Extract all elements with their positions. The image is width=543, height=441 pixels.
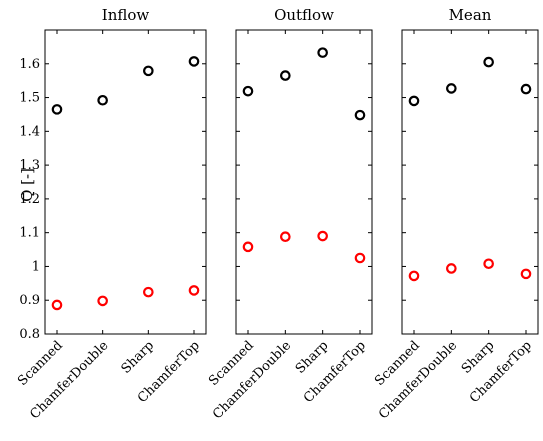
data-point	[408, 270, 420, 282]
panels-group: Inflow0.80.911.11.21.31.41.51.6ScannedCh…	[15, 6, 539, 422]
data-point	[143, 286, 154, 298]
panel-title: Inflow	[102, 6, 150, 24]
data-point	[143, 65, 154, 77]
panel-title: Mean	[449, 6, 492, 24]
data-point	[280, 70, 291, 81]
y-tick-label: 0.8	[19, 327, 40, 342]
y-tick-label: 1.5	[19, 91, 40, 106]
data-point	[408, 95, 420, 107]
y-tick-label: 1.6	[19, 57, 40, 72]
axes-frame	[401, 29, 539, 335]
y-tick-label: 1	[32, 259, 40, 274]
data-point	[97, 295, 108, 307]
panel-inflow: Inflow0.80.911.11.21.31.41.51.6ScannedCh…	[15, 6, 207, 422]
x-tick-label: Sharp	[119, 338, 158, 377]
y-tick-label: 0.9	[19, 293, 40, 308]
data-point	[483, 258, 494, 270]
data-point	[446, 263, 457, 274]
data-point	[188, 56, 200, 67]
data-point	[520, 83, 532, 95]
x-tick-label: ChamferDouble	[27, 338, 111, 422]
y-axis-label: Q [-]	[18, 168, 36, 202]
data-point	[317, 230, 328, 242]
panel-title: Outflow	[274, 6, 334, 24]
data-point	[317, 47, 328, 58]
data-point	[51, 104, 63, 115]
data-point	[483, 56, 494, 68]
panel-outflow: OutflowScannedChamferDoubleSharpChamferT…	[206, 6, 373, 422]
data-point	[520, 268, 532, 280]
data-point	[354, 109, 366, 121]
data-point	[354, 252, 366, 264]
y-tick-label: 1.1	[19, 226, 40, 241]
axes-frame	[44, 29, 207, 335]
data-point	[51, 299, 63, 311]
y-tick-label: 1.4	[19, 124, 40, 139]
y-tick-label: 1.2	[19, 192, 40, 207]
data-point	[188, 285, 200, 296]
data-point	[97, 94, 108, 106]
data-point	[242, 241, 254, 253]
axes-frame	[235, 29, 373, 335]
data-point	[242, 85, 254, 97]
data-point	[446, 83, 457, 94]
y-tick-label: 1.3	[19, 158, 40, 173]
data-point	[280, 231, 291, 243]
